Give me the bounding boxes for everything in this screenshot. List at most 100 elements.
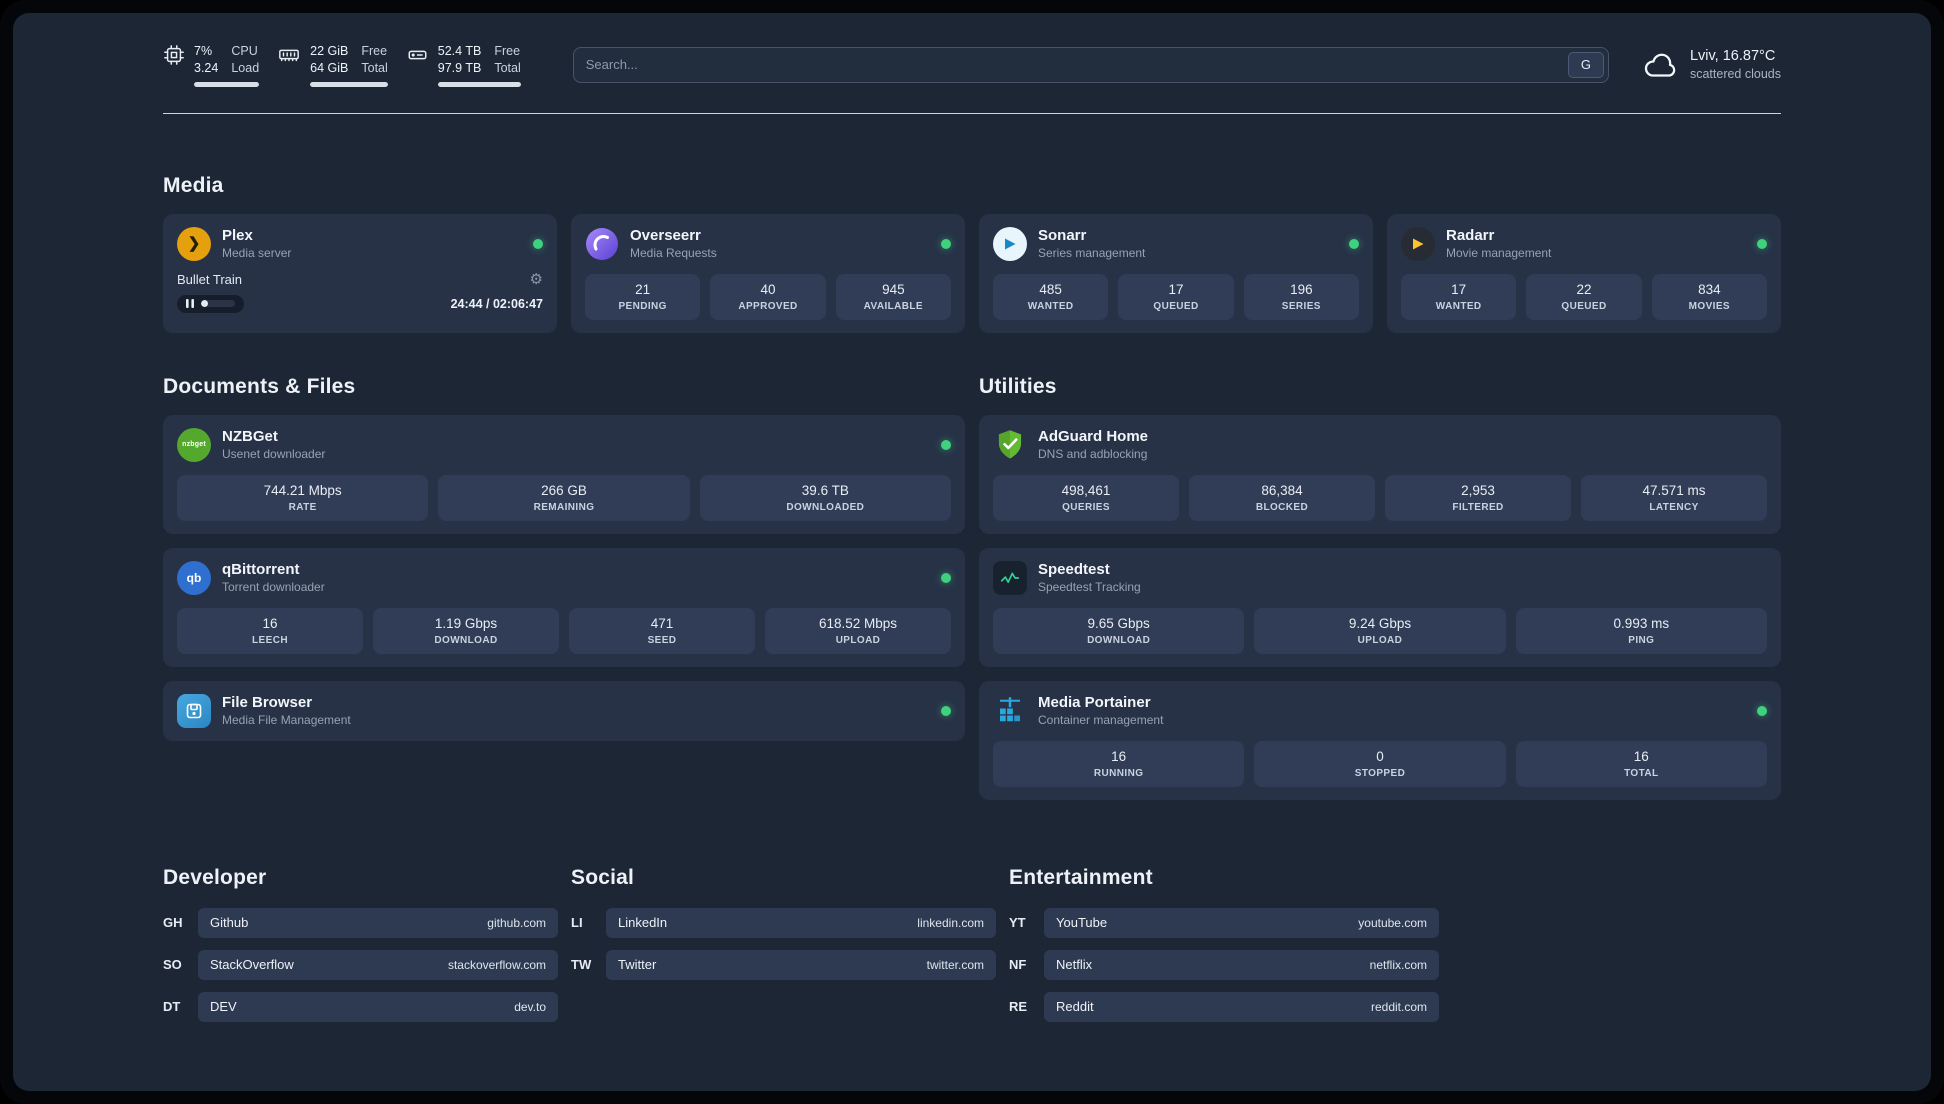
link-reddit[interactable]: Reddit reddit.com [1044, 991, 1439, 1022]
list-item: SO StackOverflow stackoverflow.com [163, 949, 558, 980]
playback-progress[interactable] [201, 300, 235, 308]
search-input[interactable] [585, 57, 1560, 73]
link-abbr: DT [163, 999, 181, 1015]
link-youtube[interactable]: YouTube youtube.com [1044, 907, 1439, 938]
cpu-label: CPU [231, 44, 258, 58]
stat-leech: 16 LEECH [177, 607, 363, 654]
cpu-progress-bar [194, 81, 260, 87]
stat-upload: 618.52 Mbps UPLOAD [765, 607, 951, 654]
service-desc: Usenet downloader [222, 447, 326, 462]
playback-time: 24:44 / 02:06:47 [450, 296, 543, 311]
dashboard: 7% 3.24 CPU Load 22 Gi [13, 13, 1931, 1091]
cpu-value: 7% [194, 44, 213, 58]
stat-queued: 17 QUEUED [1118, 273, 1234, 320]
status-dot [1349, 238, 1359, 249]
service-name: AdGuard Home [1038, 428, 1149, 446]
cpu-value2: 3.24 [194, 60, 219, 75]
weather-widget: Lviv, 16.87°C scattered clouds [1643, 48, 1781, 81]
link-dev-to[interactable]: DEV dev.to [198, 991, 558, 1022]
search-provider-button[interactable]: G [1567, 51, 1604, 78]
service-card-plex[interactable]: ❯ Plex Media server Bullet Train ⚙ [163, 213, 557, 333]
cpu-icon [163, 44, 185, 66]
stat-remaining: 266 GB REMAINING [438, 474, 690, 521]
ram-value2: 64 GiB [310, 60, 349, 75]
status-dot [941, 439, 951, 450]
nzbget-icon: nzbget [177, 427, 211, 462]
player-controls[interactable] [177, 294, 244, 313]
stat-rate: 744.21 Mbps RATE [177, 474, 429, 521]
service-card-sonarr[interactable]: Sonarr Series management 485 WANTED 17 QUE… [979, 213, 1373, 333]
stat-latency: 47.571 ms LATENCY [1581, 474, 1767, 521]
stat-download: 1.19 Gbps DOWNLOAD [373, 607, 559, 654]
service-card-nzbget[interactable]: nzbget NZBGet Usenet downloader 744.21 M… [163, 414, 965, 534]
ram-value: 22 GiB [310, 44, 349, 58]
link-stackoverflow[interactable]: StackOverflow stackoverflow.com [198, 949, 558, 980]
stat-ping: 0.993 ms PING [1515, 607, 1767, 654]
status-dot [941, 705, 951, 716]
now-playing-title: Bullet Train [177, 271, 243, 287]
service-name: File Browser [222, 694, 313, 712]
cloud-icon [1643, 50, 1679, 80]
service-name: NZBGet [222, 428, 278, 446]
status-dot [1757, 705, 1767, 716]
radarr-icon [1401, 226, 1435, 261]
service-desc: DNS and adblocking [1038, 447, 1148, 462]
link-netflix[interactable]: Netflix netflix.com [1044, 949, 1439, 980]
link-abbr: LI [571, 915, 583, 931]
service-desc: Torrent downloader [222, 580, 325, 595]
stat-downloaded: 39.6 TB DOWNLOADED [699, 474, 951, 521]
service-desc: Speedtest Tracking [1038, 580, 1141, 595]
link-abbr: YT [1009, 915, 1026, 931]
link-linkedin[interactable]: LinkedIn linkedin.com [606, 907, 996, 938]
weather-location: Lviv, 16.87°C [1689, 48, 1776, 65]
service-name: Plex [222, 227, 253, 245]
gear-icon[interactable]: ⚙ [529, 270, 543, 288]
list-item: TW Twitter twitter.com [571, 949, 996, 980]
link-github[interactable]: Github github.com [198, 907, 558, 938]
section-developer: Developer GH Github github.com SO StackO… [163, 866, 558, 1034]
service-name: Media Portainer [1038, 694, 1151, 712]
section-title-utilities: Utilities [979, 374, 1057, 398]
cpu-label2: Load [231, 60, 260, 75]
section-title-entertainment: Entertainment [1009, 865, 1153, 889]
service-card-qbittorrent[interactable]: qb qBittorrent Torrent downloader 16 LEEC… [163, 547, 965, 667]
service-card-adguard[interactable]: AdGuard Home DNS and adblocking 498,461 Q… [979, 414, 1781, 534]
link-twitter[interactable]: Twitter twitter.com [606, 949, 996, 980]
filebrowser-icon [177, 693, 211, 728]
service-card-overseerr[interactable]: Overseerr Media Requests 21 PENDING 40 APP… [571, 213, 965, 333]
service-card-filebrowser[interactable]: File Browser Media File Management [163, 680, 965, 741]
disk-progress-bar [437, 81, 521, 87]
stat-download: 9.65 Gbps DOWNLOAD [993, 607, 1245, 654]
ram-label: Free [361, 44, 388, 58]
ram-metric: 22 GiB 64 GiB Free Total [277, 43, 388, 87]
status-dot [1757, 238, 1767, 249]
service-desc: Media Requests [630, 246, 717, 261]
list-item: NF Netflix netflix.com [1009, 949, 1439, 980]
sonarr-icon [993, 226, 1027, 261]
stat-stopped: 0 STOPPED [1254, 740, 1506, 787]
cpu-metric: 7% 3.24 CPU Load [163, 43, 260, 87]
section-title-developer: Developer [163, 865, 267, 889]
service-desc: Container management [1038, 713, 1164, 728]
stat-running: 16 RUNNING [993, 740, 1245, 787]
stat-filtered: 2,953 FILTERED [1385, 474, 1571, 521]
status-dot [941, 238, 951, 249]
service-card-radarr[interactable]: Radarr Movie management 17 WANTED 22 QUEUE… [1387, 213, 1781, 333]
section-entertainment: Entertainment YT YouTube youtube.com NF … [1009, 866, 1439, 1034]
service-card-speedtest[interactable]: Speedtest Speedtest Tracking 9.65 Gbps DO… [979, 547, 1781, 667]
link-abbr: TW [571, 957, 592, 973]
section-media: Media ❯ Plex Media server Bullet Train ⚙ [163, 174, 1781, 333]
stat-queued: 22 QUEUED [1526, 273, 1642, 320]
stat-available: 945 AVAILABLE [835, 273, 951, 320]
stat-blocked: 86,384 BLOCKED [1189, 474, 1375, 521]
list-item: RE Reddit reddit.com [1009, 991, 1439, 1022]
service-card-portainer[interactable]: Media Portainer Container management 16 R… [979, 680, 1781, 800]
service-desc: Media server [222, 246, 292, 261]
pause-icon[interactable] [186, 299, 194, 309]
stat-movies: 834 MOVIES [1651, 273, 1767, 320]
stat-total: 16 TOTAL [1515, 740, 1767, 787]
topbar: 7% 3.24 CPU Load 22 Gi [163, 43, 1781, 87]
stat-pending: 21 PENDING [585, 273, 701, 320]
stat-wanted: 485 WANTED [993, 273, 1109, 320]
service-desc: Movie management [1446, 246, 1552, 261]
